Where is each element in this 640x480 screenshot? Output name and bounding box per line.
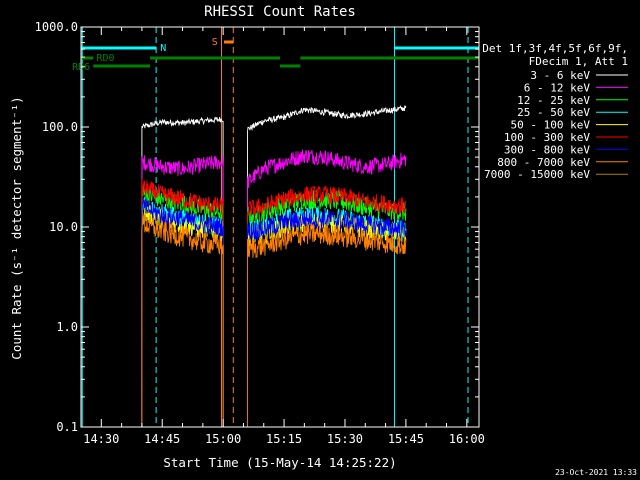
series-line-800-7000kev-seg2	[247, 223, 407, 427]
y-axis-label: Count Rate (s⁻¹ detector segment⁻¹)	[9, 96, 24, 359]
legend-label: 800 - 7000 keV	[497, 156, 590, 169]
legend-label: 6 - 12 keV	[524, 81, 591, 94]
series-line-100-300kev-seg1	[141, 178, 224, 427]
y-tick-label: 1.0	[56, 320, 78, 334]
legend-label: 300 - 800 keV	[504, 143, 590, 156]
series-line-800-7000kev-seg1	[141, 213, 224, 427]
x-tick-label: 15:30	[327, 432, 363, 446]
series-line-100-300kev-seg2	[247, 185, 407, 427]
legend-label: 25 - 50 keV	[517, 106, 590, 119]
x-tick-label: 14:30	[83, 432, 119, 446]
y-tick-label: 0.1	[56, 420, 78, 434]
x-tick-label: 15:00	[205, 432, 241, 446]
series-line-3-6kev-seg2	[247, 105, 407, 427]
legend: Det 1f,3f,4f,5f,6f,9f, FDecim 1, Att 1 3…	[482, 42, 628, 181]
legend-label: 7000 - 15000 keV	[484, 168, 590, 181]
x-axis-ticks: 14:30 14:45 15:00 15:15 15:30 15:45 16:00	[80, 27, 485, 446]
series-layer	[141, 105, 407, 427]
y-tick-label: 100.0	[42, 120, 78, 134]
chart-title: RHESSI Count Rates	[204, 4, 356, 20]
marker-label-rd0: RD0	[96, 53, 114, 64]
marker-label-n: N	[160, 43, 166, 54]
x-tick-label: 15:15	[266, 432, 302, 446]
marker-label-s: S	[212, 37, 218, 48]
series-line-6-12kev-seg1	[141, 154, 224, 427]
x-tick-label: 15:45	[388, 432, 424, 446]
legend-header-line-2: FDecim 1, Att 1	[529, 55, 628, 68]
legend-label: 50 - 100 keV	[511, 119, 591, 132]
y-axis-ticks: 0.1 1.0 10.0 100.0 1000.0	[35, 20, 479, 434]
legend-label: 100 - 300 keV	[504, 131, 590, 144]
series-line-300-800kev-seg2	[247, 209, 407, 427]
x-tick-label: 14:45	[144, 432, 180, 446]
series-line-12-25kev-seg2	[247, 189, 407, 427]
legend-label: 12 - 25 keV	[517, 94, 590, 107]
series-line-6-12kev-seg2	[247, 149, 407, 427]
y-tick-label: 10.0	[49, 220, 78, 234]
legend-label: 3 - 6 keV	[530, 69, 590, 82]
series-line-3-6kev-seg1	[141, 116, 224, 427]
legend-header-line-1: Det 1f,3f,4f,5f,6f,9f,	[482, 42, 628, 55]
y-tick-label: 1000.0	[35, 20, 78, 34]
x-axis-label: Start Time (15-May-14 14:25:22)	[163, 455, 396, 470]
generated-timestamp: 23-Oct-2021 13:33	[555, 468, 637, 477]
x-tick-label: 16:00	[449, 432, 485, 446]
